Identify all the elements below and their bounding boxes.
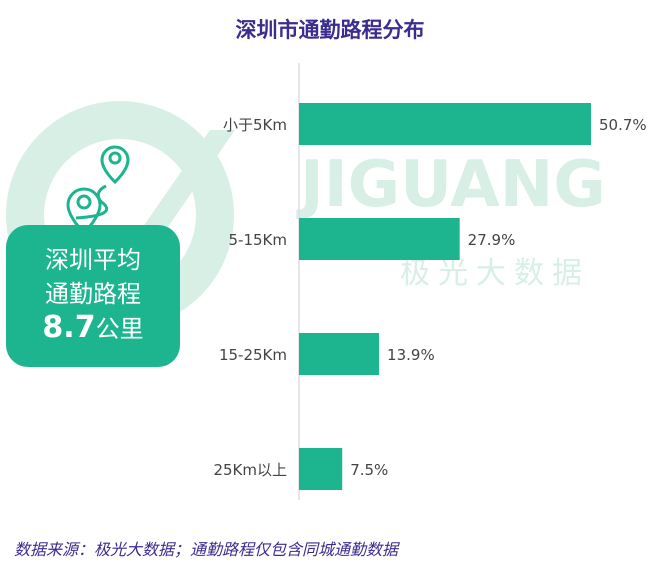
- card-value: 8.7: [42, 310, 96, 345]
- value-label: 27.9%: [468, 231, 516, 249]
- value-label: 13.9%: [387, 346, 435, 364]
- bar: [299, 103, 591, 145]
- watermark-brand: JIGUANG: [300, 148, 606, 222]
- card-unit: 公里: [95, 315, 144, 343]
- map-pin-route-icon: [66, 145, 130, 236]
- category-label: 15-25Km: [219, 346, 287, 364]
- value-label: 50.7%: [599, 116, 647, 134]
- category-label: 25Km以上: [213, 461, 287, 479]
- bar: [299, 333, 380, 375]
- value-label: 7.5%: [350, 461, 388, 479]
- bar: [299, 448, 343, 490]
- category-label: 5-15Km: [229, 231, 288, 249]
- chart-title: 深圳市通勤路程分布: [235, 18, 425, 42]
- card-line2: 通勤路程: [45, 280, 141, 308]
- bar: [299, 218, 460, 260]
- watermark-brand-cn: 极光大数据: [400, 256, 590, 291]
- source-footnote: 数据来源：极光大数据；通勤路程仅包含同城通勤数据: [14, 540, 399, 559]
- category-label: 小于5Km: [223, 116, 287, 134]
- card-line1: 深圳平均: [45, 246, 141, 274]
- average-commute-card: 深圳平均 通勤路程 8.7公里: [6, 225, 180, 367]
